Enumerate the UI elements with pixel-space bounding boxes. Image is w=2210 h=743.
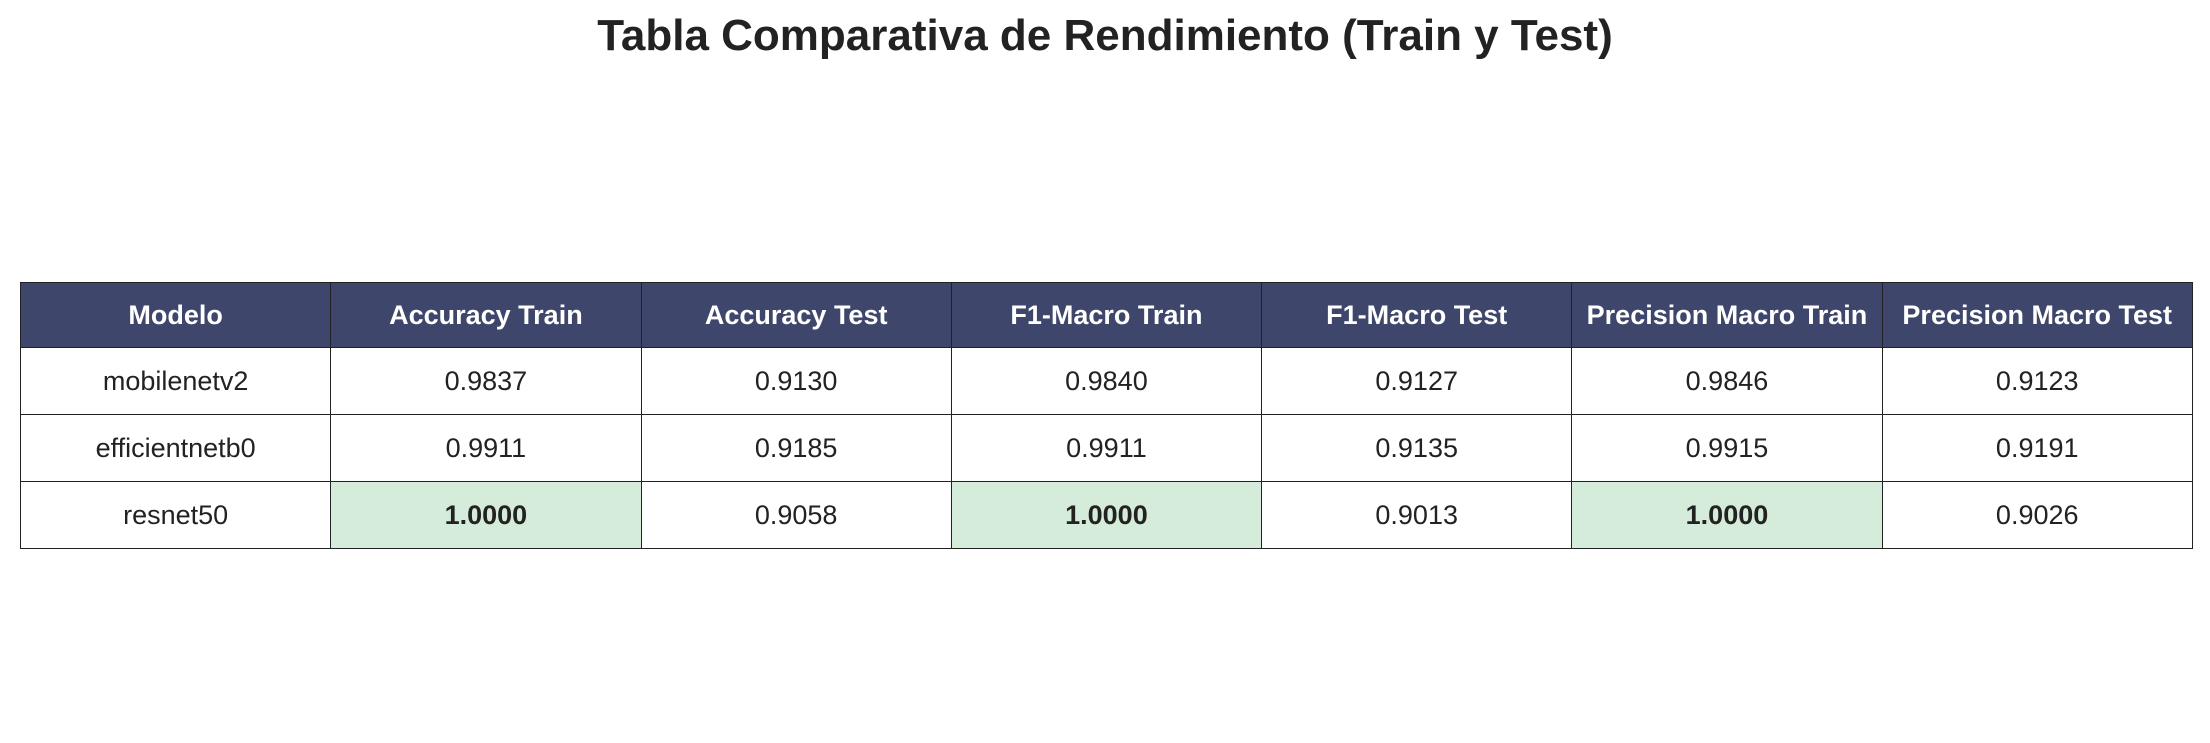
table-row: mobilenetv2 0.9837 0.9130 0.9840 0.9127 0.984… [19,347,2193,415]
metric-cell: 0.9135 [1261,414,1573,482]
comparison-table-container: Modelo Accuracy Train Accuracy Test F1-Macr… [19,282,2193,549]
column-header: Precision Macro Test [1881,282,2193,348]
column-header: Precision Macro Train [1571,282,1883,348]
metric-cell: 0.9911 [950,414,1263,482]
table-title: Tabla Comparativa de Rendimiento (Train … [597,11,1613,60]
column-header: Modelo [19,282,332,348]
metric-cell: 0.9191 [1881,414,2193,482]
table-body: mobilenetv2 0.9837 0.9130 0.9840 0.9127 0.984… [19,347,2193,549]
table-row: resnet50 1.0000 0.9058 1.0000 0.9013 1.0000 0.… [19,481,2193,549]
column-header: Accuracy Test [640,282,952,348]
metric-cell: 0.9846 [1571,347,1883,415]
metric-cell: 1.0000 [950,481,1263,549]
metric-cell: 0.9130 [640,347,952,415]
column-header: Accuracy Train [330,282,642,348]
table-row: efficientnetb0 0.9911 0.9185 0.9911 0.9135 0.… [19,414,2193,482]
metric-cell: 0.9058 [640,481,952,549]
metric-cell: 0.9911 [330,414,642,482]
comparison-table: Modelo Accuracy Train Accuracy Test F1-Macr… [19,282,2193,549]
metric-cell: 0.9185 [640,414,952,482]
model-name-cell: resnet50 [19,481,332,549]
metric-cell: 0.9915 [1571,414,1883,482]
metric-cell: 1.0000 [330,481,642,549]
metric-cell: 0.9026 [1881,481,2193,549]
metric-cell: 1.0000 [1571,481,1883,549]
metric-cell: 0.9127 [1261,347,1573,415]
column-header: F1-Macro Train [950,282,1263,348]
table-header-row: Modelo Accuracy Train Accuracy Test F1-Macr… [19,282,2193,348]
metric-cell: 0.9840 [950,347,1263,415]
model-name-cell: mobilenetv2 [19,347,332,415]
column-header: F1-Macro Test [1261,282,1573,348]
metric-cell: 0.9013 [1261,481,1573,549]
model-name-cell: efficientnetb0 [19,414,332,482]
metric-cell: 0.9837 [330,347,642,415]
metric-cell: 0.9123 [1881,347,2193,415]
